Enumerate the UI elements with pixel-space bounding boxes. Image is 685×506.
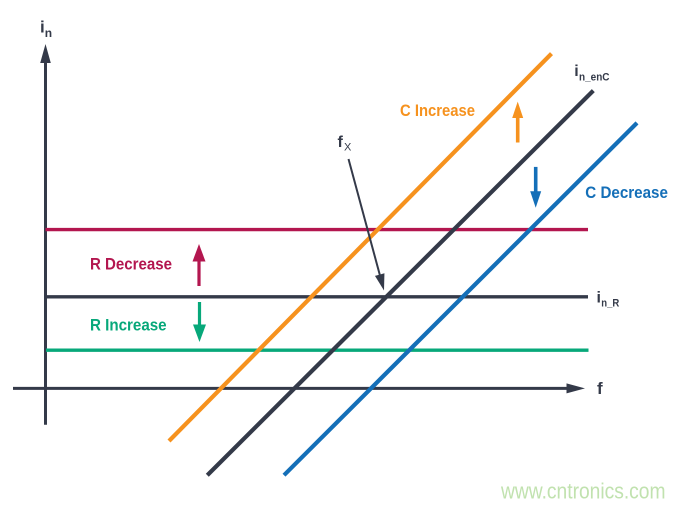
svg-text:n_R: n_R [601,298,619,310]
svg-text:n_enC: n_enC [579,72,610,84]
svg-text:i: i [597,289,601,306]
svg-text:in: in [40,18,52,41]
svg-text:C Decrease: C Decrease [585,183,668,202]
svg-text:i: i [574,63,578,80]
svg-text:R Increase: R Increase [90,316,167,335]
svg-text:www.cntronics.com: www.cntronics.com [500,478,665,503]
svg-text:f: f [597,379,603,398]
svg-text:X: X [344,142,352,154]
svg-text:R Decrease: R Decrease [90,255,172,274]
svg-text:f: f [338,134,344,151]
svg-text:C Increase: C Increase [400,101,475,120]
